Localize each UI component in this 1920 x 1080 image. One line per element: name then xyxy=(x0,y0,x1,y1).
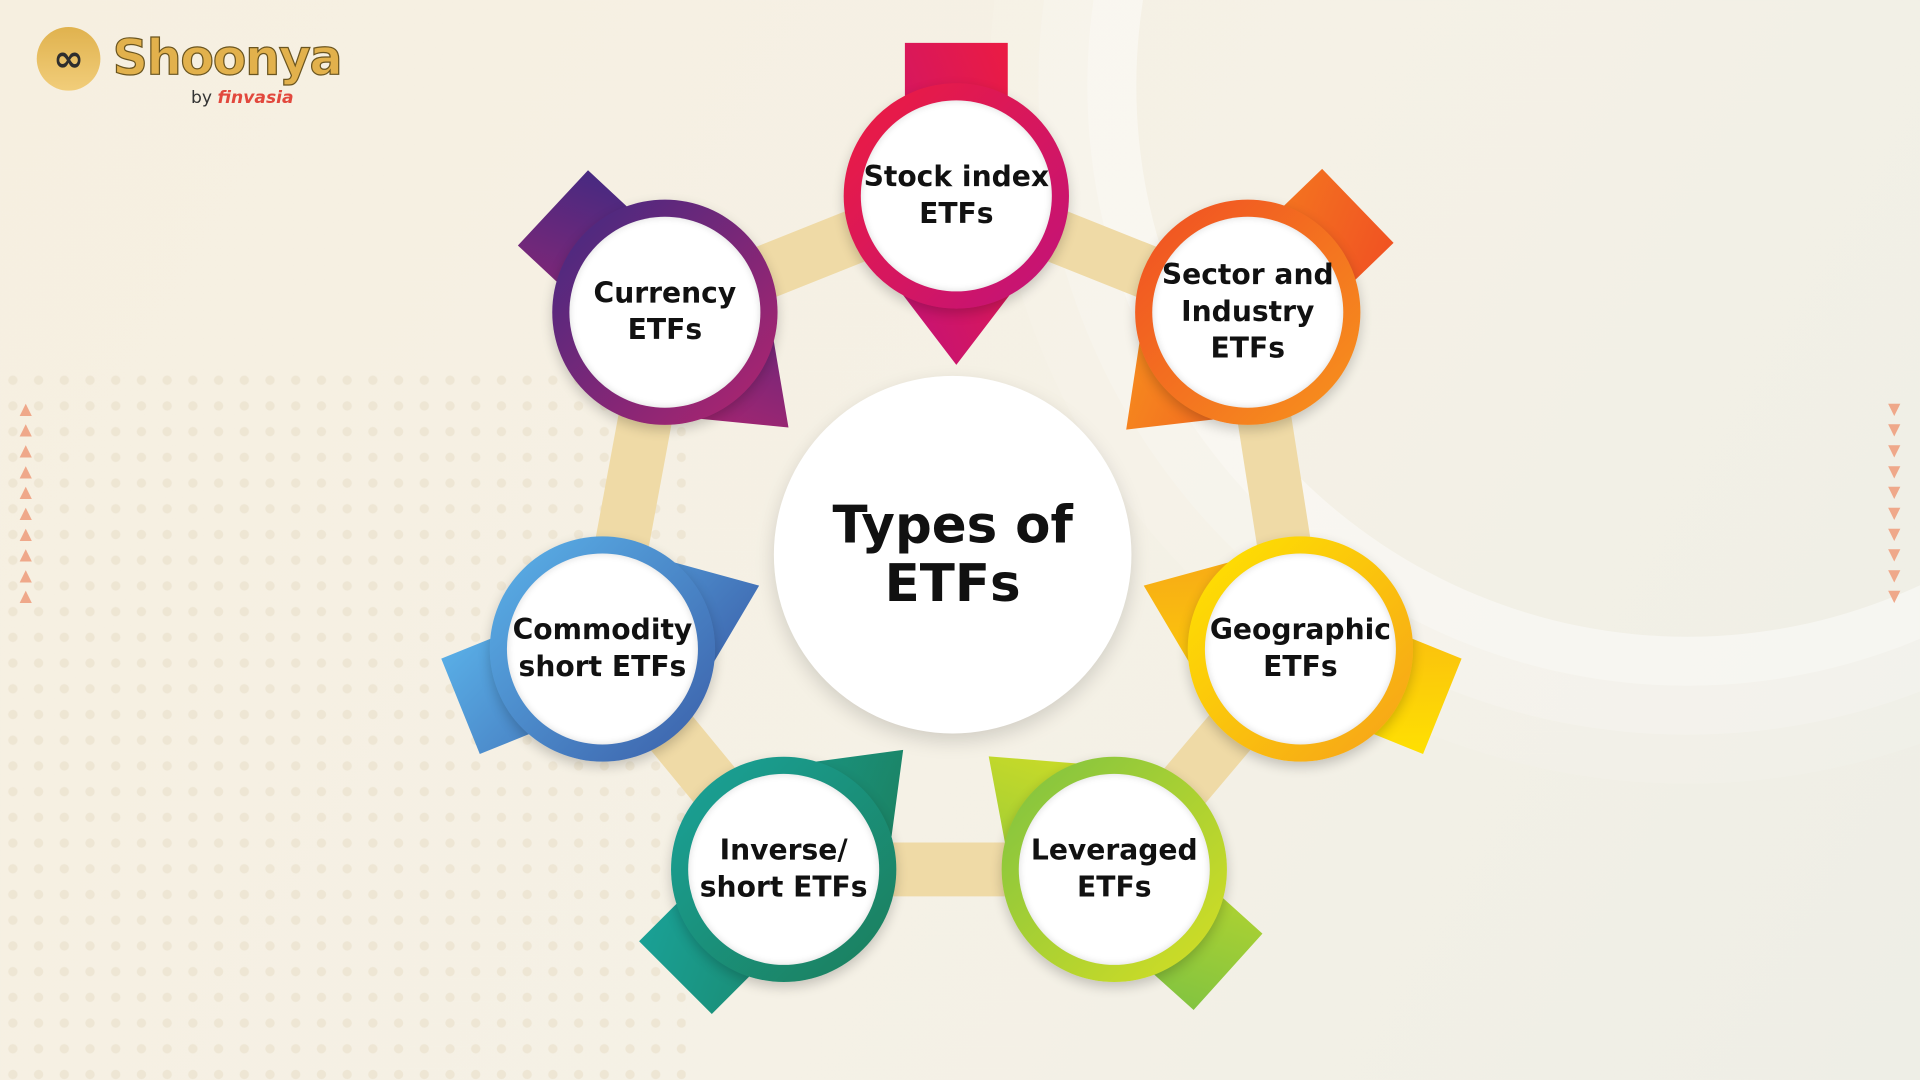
triangle-up-icon: ▲ xyxy=(19,400,32,419)
triangle-down-icon: ▼ xyxy=(1888,400,1901,419)
triangle-up-icon: ▲ xyxy=(19,504,32,523)
logo-by: by xyxy=(191,88,213,108)
center-title: Types of ETFs xyxy=(773,375,1132,734)
node-label: Sector and Industry ETFs xyxy=(1152,216,1344,408)
etf-type-node: Geographic ETFs xyxy=(1187,536,1414,762)
node-label-line: ETFs xyxy=(1263,651,1338,684)
node-label: Stock index ETFs xyxy=(860,100,1052,292)
etf-type-node: Commodity short ETFs xyxy=(489,536,716,762)
node-label-line: ETFs xyxy=(1077,871,1152,904)
triangle-up-icon: ▲ xyxy=(19,421,32,440)
triangle-up-icon: ▲ xyxy=(19,566,32,586)
triangle-down-icon: ▼ xyxy=(1888,546,1901,565)
etf-type-node: Sector and Industry ETFs xyxy=(1135,199,1361,425)
triangle-up-icon: ▲ xyxy=(19,442,32,461)
triangle-down-icon: ▼ xyxy=(1888,504,1901,523)
triangle-down-icon: ▼ xyxy=(1888,566,1901,586)
logo-byline: by finvasia xyxy=(191,88,294,108)
node-label-line: ETFs xyxy=(627,314,703,347)
node-label-line: Commodity xyxy=(512,614,693,647)
node-label-line: ETFs xyxy=(1210,333,1285,365)
center-title-line: ETFs xyxy=(884,553,1021,614)
etf-type-node: Currency ETFs xyxy=(552,199,778,425)
triangle-up-icon: ▲ xyxy=(19,587,32,607)
node-label-line: Geographic xyxy=(1209,614,1392,647)
node-label-line: short ETFs xyxy=(518,651,687,684)
triangle-down-icon: ▼ xyxy=(1888,525,1901,544)
node-label-line: Sector and xyxy=(1161,259,1334,292)
logo-company: finvasia xyxy=(217,88,294,108)
triangle-up-icon: ▲ xyxy=(19,462,32,482)
node-label-line: Stock index xyxy=(863,161,1050,194)
node-label-line: Inverse/ xyxy=(719,835,848,867)
node-label: Commodity short ETFs xyxy=(506,553,698,745)
triangle-down-icon: ▼ xyxy=(1888,587,1901,607)
node-label-line: ETFs xyxy=(919,198,994,231)
node-label: Inverse/short ETFs xyxy=(688,773,880,965)
node-label-line: short ETFs xyxy=(699,871,868,904)
infinity-icon: ∞ xyxy=(36,26,101,91)
triangle-up-icon: ▲ xyxy=(19,546,32,565)
triangle-down-icon: ▼ xyxy=(1888,442,1901,461)
triangle-up-icon: ▲ xyxy=(19,483,32,503)
etf-type-node: Inverse/short ETFs xyxy=(671,756,897,983)
node-label-line: Industry xyxy=(1181,296,1315,329)
triangle-up-icon: ▲ xyxy=(19,525,32,544)
node-label-line: Leveraged xyxy=(1030,835,1198,867)
logo: ∞ Shoonya by finvasia xyxy=(36,26,343,108)
triangle-down-icon: ▼ xyxy=(1888,462,1901,482)
triangle-down-icon: ▼ xyxy=(1888,421,1901,440)
triangle-down-icon: ▼ xyxy=(1888,483,1901,503)
node-label-line: Currency xyxy=(593,277,737,310)
node-label: Currency ETFs xyxy=(569,216,761,408)
etf-type-node: Stock index ETFs xyxy=(843,83,1069,309)
etf-type-node: Leveraged ETFs xyxy=(1001,756,1227,983)
center-title-line: Types of xyxy=(832,494,1073,555)
node-label: Geographic ETFs xyxy=(1204,553,1396,745)
logo-brand: Shoonya xyxy=(112,30,343,88)
node-label: Leveraged ETFs xyxy=(1018,773,1210,965)
